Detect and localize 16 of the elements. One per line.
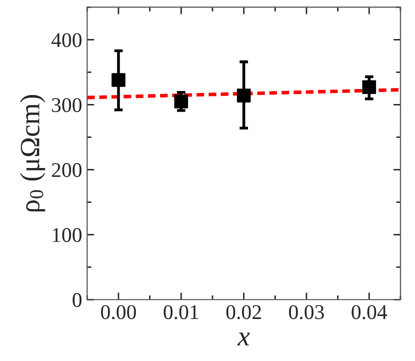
y-tick-label: 200 bbox=[52, 163, 82, 178]
point bbox=[112, 73, 126, 87]
point bbox=[174, 94, 188, 108]
y-tick-label: 300 bbox=[52, 98, 82, 112]
y-tick-label: 400 bbox=[51, 33, 82, 48]
x-axis-title: x bbox=[237, 332, 250, 346]
x-tick-label: 0.00 bbox=[101, 305, 136, 320]
y-tick-label: 100 bbox=[52, 228, 82, 242]
x-tick-label: 0.04 bbox=[352, 305, 388, 320]
x-tick-label: 0.02 bbox=[226, 305, 261, 320]
y-tick-label: 0 bbox=[72, 293, 82, 308]
y-axis-title: ρ$_{0}$ (μΩcm) bbox=[20, 95, 46, 212]
x-tick-label: 0.03 bbox=[289, 305, 324, 320]
point bbox=[362, 80, 376, 94]
x-tick-label: 0.01 bbox=[164, 305, 198, 320]
point bbox=[236, 88, 251, 102]
